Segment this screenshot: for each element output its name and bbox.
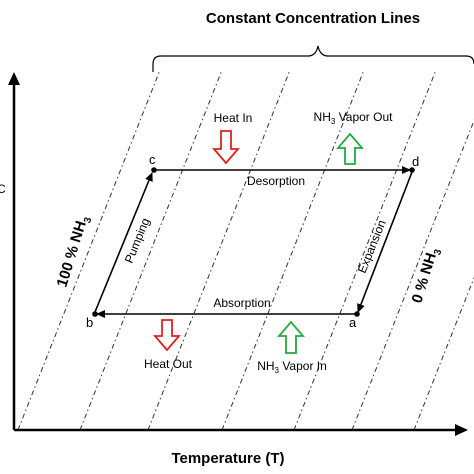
cycle	[92, 166, 415, 318]
concentration-line	[17, 69, 161, 431]
point-d-dot	[409, 167, 415, 173]
y-axis-label-partial: C	[0, 182, 6, 196]
heat-out-arrow-icon	[153, 319, 181, 352]
heat-out-label: Heat Out	[144, 357, 193, 371]
concentration-line	[147, 69, 291, 431]
concentration-line	[293, 69, 437, 431]
point-a-label: a	[349, 315, 357, 330]
x-axis-label: Temperature (T)	[171, 450, 284, 467]
diagram-title: Constant Concentration Lines	[206, 10, 420, 27]
vapor-out-arrow-icon	[336, 132, 364, 165]
constant-concentration-lines	[17, 69, 474, 431]
title-brace	[152, 45, 474, 72]
vapor-in-label: NH3 Vapor In	[257, 359, 327, 375]
concentration-line	[221, 69, 365, 431]
point-c-dot	[151, 167, 157, 173]
concentration-line	[351, 119, 474, 431]
pumping-label: Pumping	[122, 216, 153, 265]
vapor-out-label: NH3 Vapor Out	[314, 110, 394, 126]
vapor-in-arrow-icon	[277, 320, 305, 354]
desorption-label: Desorption	[247, 174, 305, 188]
heat-in-arrow-icon	[212, 130, 240, 165]
point-d-label: d	[412, 154, 419, 169]
absorption-label: Absorption	[213, 296, 270, 310]
expansion-arrow	[357, 171, 413, 313]
point-a-dot	[354, 311, 360, 317]
pumping-arrow	[94, 172, 153, 313]
concentration-line	[413, 276, 474, 431]
concentration-line	[79, 69, 223, 431]
point-c-label: c	[149, 152, 156, 167]
point-b-label: b	[86, 315, 93, 330]
right-concentration-label: 0 % NH3	[409, 245, 445, 306]
point-b-dot	[92, 311, 98, 317]
heat-in-label: Heat In	[214, 111, 253, 125]
